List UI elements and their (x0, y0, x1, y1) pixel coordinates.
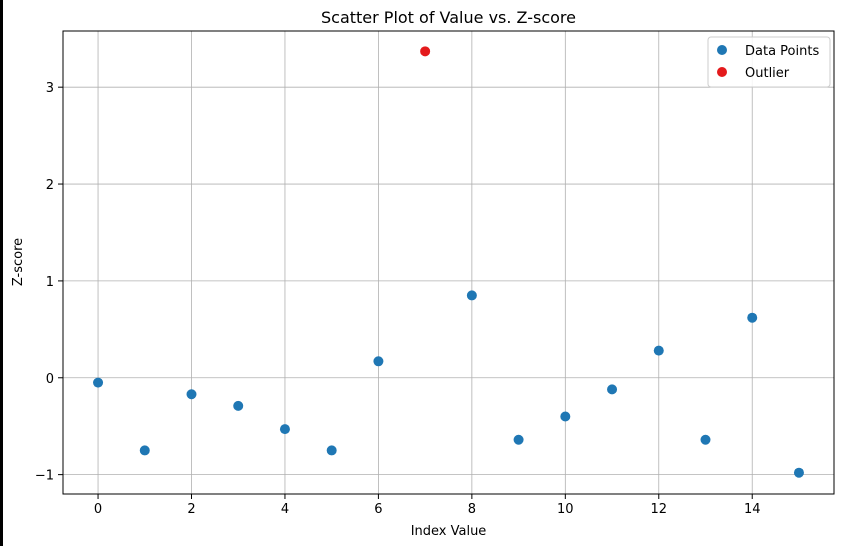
point-data-points (747, 312, 758, 323)
chart-title: Scatter Plot of Value vs. Z-score (321, 8, 576, 27)
point-data-points (186, 389, 197, 400)
point-data-points (700, 434, 711, 445)
point-data-points (373, 356, 384, 367)
y-tick-label: 3 (46, 81, 54, 96)
x-tick-label: 0 (94, 502, 102, 517)
y-tick-label: 1 (46, 275, 54, 290)
x-tick-label: 2 (187, 502, 195, 517)
x-axis: 0 2 4 6 8 10 12 14 (94, 494, 761, 517)
point-outlier (420, 46, 431, 57)
legend-marker-data-points (717, 45, 727, 55)
point-data-points (513, 434, 524, 445)
y-tick-label: 0 (46, 372, 54, 387)
x-tick-label: 4 (281, 502, 289, 517)
legend-label-data-points: Data Points (745, 44, 819, 59)
data-points (93, 46, 804, 478)
point-data-points (607, 384, 618, 395)
x-tick-label: 12 (650, 502, 667, 517)
y-tick-label: −1 (35, 469, 54, 484)
point-data-points (326, 445, 337, 456)
legend: Data Points Outlier (707, 36, 831, 88)
legend-marker-outlier (717, 67, 727, 77)
y-axis-label: Z-score (11, 238, 26, 286)
point-data-points (93, 377, 104, 388)
point-data-points (653, 345, 664, 356)
grid-lines (63, 31, 834, 494)
plot-area (62, 30, 835, 495)
y-tick-label: 2 (46, 178, 54, 193)
x-tick-label: 14 (744, 502, 761, 517)
point-data-points (233, 400, 244, 411)
legend-box (707, 36, 831, 88)
x-tick-label: 10 (557, 502, 574, 517)
y-axis: −1 0 1 2 3 (35, 81, 63, 484)
point-data-points (560, 411, 571, 422)
legend-label-outlier: Outlier (745, 66, 790, 81)
point-data-points (793, 467, 804, 478)
x-axis-label: Index Value (411, 524, 487, 539)
window-edge (0, 0, 3, 546)
point-data-points (466, 290, 477, 301)
point-data-points (139, 445, 150, 456)
point-data-points (279, 424, 290, 435)
x-tick-label: 8 (468, 502, 476, 517)
x-tick-label: 6 (374, 502, 382, 517)
